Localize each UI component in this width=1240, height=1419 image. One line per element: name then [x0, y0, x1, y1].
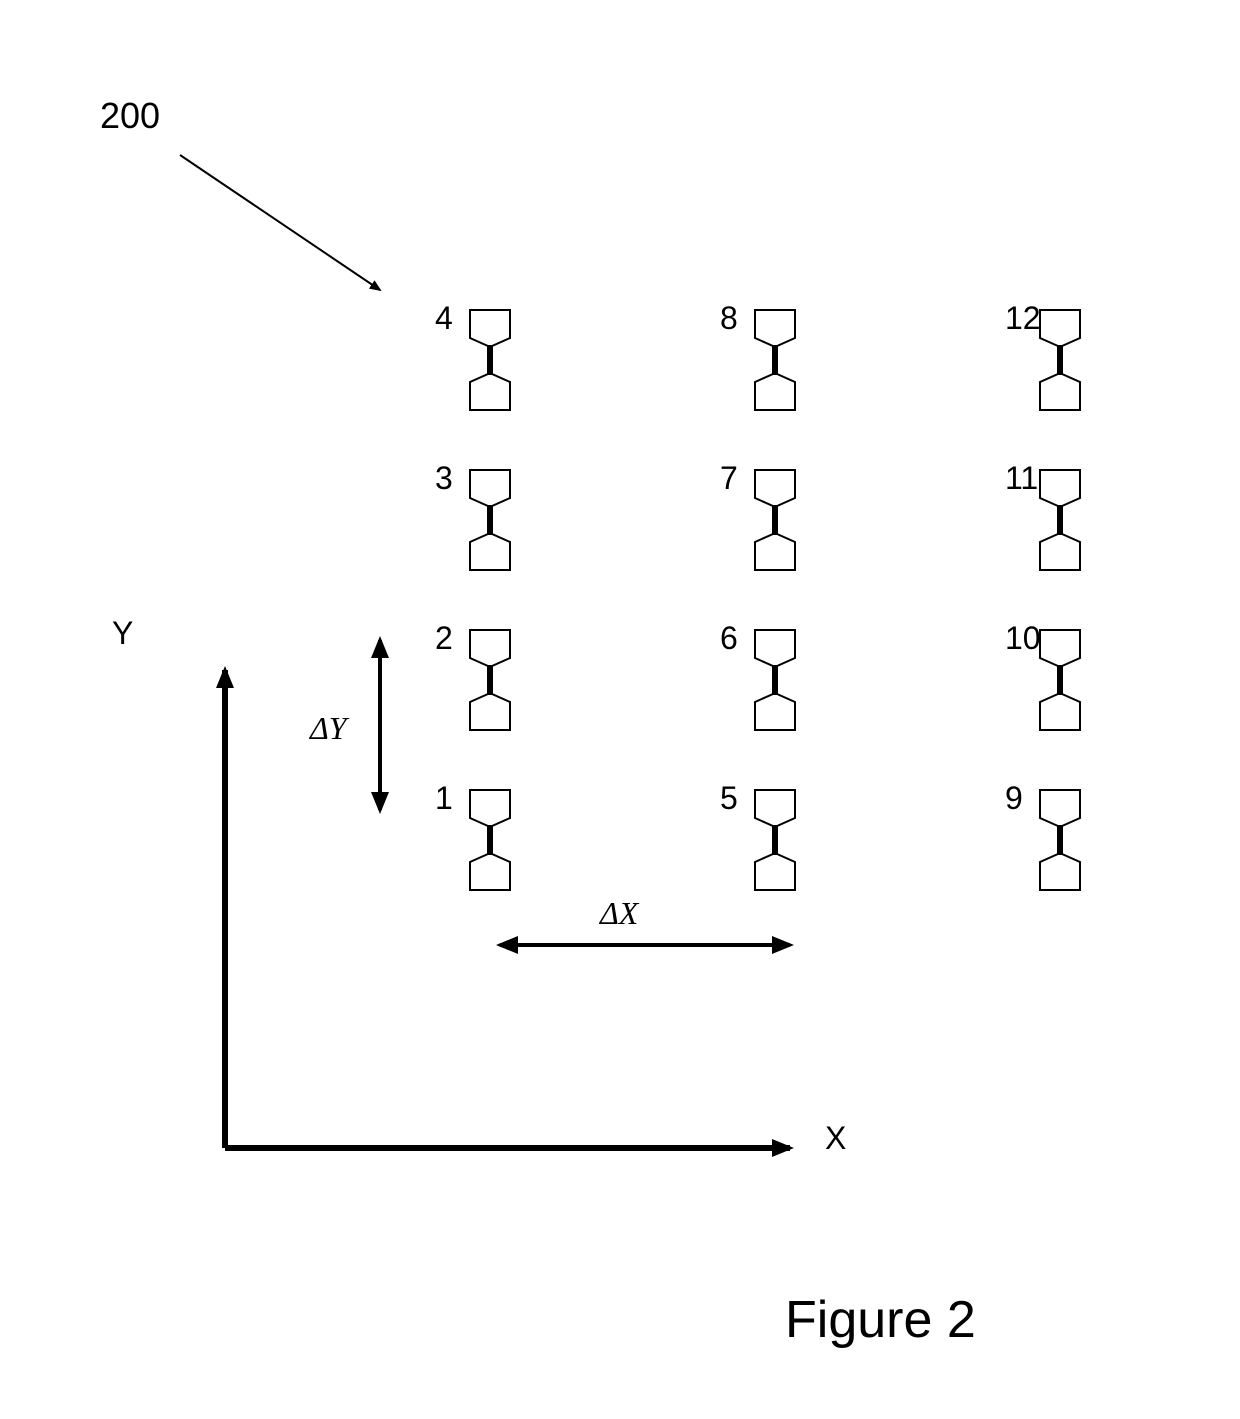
axis-x-label: X — [825, 1120, 846, 1157]
specimen-label: 12 — [1005, 300, 1041, 337]
diagram-svg — [0, 0, 1240, 1419]
specimen-label: 1 — [435, 780, 453, 817]
reference-number: 200 — [100, 95, 160, 137]
specimen-label: 5 — [720, 780, 738, 817]
specimen-label: 7 — [720, 460, 738, 497]
specimen-label: 2 — [435, 620, 453, 657]
specimen-label: 9 — [1005, 780, 1023, 817]
specimen-label: 3 — [435, 460, 453, 497]
axis-y-label: Y — [112, 615, 133, 652]
delta-y-label: ΔY — [310, 710, 347, 747]
figure-canvas: 200 Y X ΔY ΔX Figure 2 4 8 12 3 7 11 2 6 10 1 5 9 — [0, 0, 1240, 1419]
specimen-label: 6 — [720, 620, 738, 657]
specimen-label: 11 — [1005, 460, 1038, 497]
specimen-label: 4 — [435, 300, 453, 337]
specimen-label: 8 — [720, 300, 738, 337]
specimen-label: 10 — [1005, 620, 1041, 657]
delta-x-label: ΔX — [600, 895, 638, 932]
figure-caption: Figure 2 — [785, 1290, 976, 1350]
